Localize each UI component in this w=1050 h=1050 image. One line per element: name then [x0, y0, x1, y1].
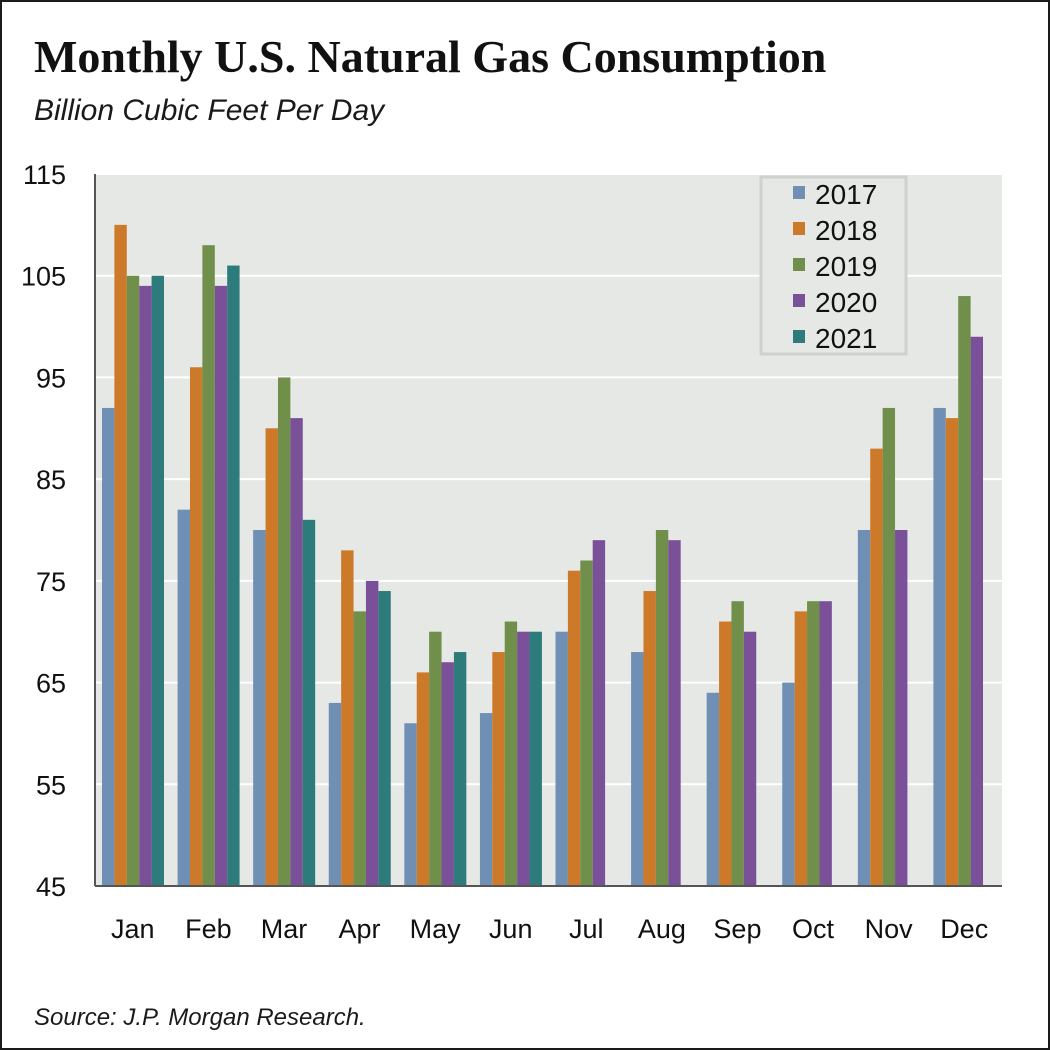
- x-tick-label: Dec: [940, 914, 988, 944]
- bar-2020-jun: [517, 631, 530, 886]
- x-tick-label: Apr: [339, 914, 381, 944]
- y-tick-label: 95: [36, 363, 66, 393]
- bar-2018-mar: [265, 428, 278, 886]
- x-tick-label: Sep: [713, 914, 761, 944]
- bar-2020-apr: [365, 580, 379, 886]
- bar-2020-may: [441, 662, 454, 886]
- y-axis-tick-labels: 45 55 65 75 85 95 105 115: [21, 160, 66, 902]
- gridlines: [95, 173, 1002, 786]
- bar-2018-aug: [643, 591, 656, 886]
- bar-2020-jul: [592, 540, 606, 886]
- legend-label: 2020: [815, 287, 877, 318]
- bar-2021-jan: [151, 275, 164, 886]
- bar-2019-oct: [807, 601, 820, 886]
- x-tick-label: Mar: [261, 914, 308, 944]
- y-tick-label: 115: [23, 160, 66, 190]
- x-tick-label: Jul: [569, 914, 604, 944]
- bar-2021-may: [453, 652, 467, 886]
- bar-2019-feb: [202, 245, 215, 886]
- bar-2021-mar: [302, 519, 316, 886]
- bar-2017-jul: [555, 631, 568, 886]
- bar-2019-nov: [882, 407, 896, 886]
- y-tick-label: 105: [21, 262, 66, 292]
- legend-swatch-2019: [793, 258, 805, 271]
- y-tick-label: 65: [36, 669, 66, 699]
- axes: [94, 174, 1002, 887]
- bar-2020-oct: [819, 601, 832, 886]
- legend-label: 2017: [815, 179, 877, 210]
- bar-2019-mar: [277, 377, 291, 886]
- x-tick-label: Feb: [185, 914, 232, 944]
- legend-swatch-2020: [793, 294, 805, 307]
- x-tick-label: May: [410, 914, 462, 944]
- bar-2018-apr: [341, 550, 354, 886]
- bar-2017-jun: [479, 713, 493, 886]
- x-axis-tick-labels: Jan Feb Mar Apr May Jun Jul Aug Sep Oct Nov Dec: [111, 914, 988, 944]
- bar-2021-apr: [378, 591, 391, 886]
- legend-label: 2019: [815, 251, 877, 282]
- y-tick-label: 55: [36, 770, 66, 800]
- bar-2021-jun: [529, 631, 542, 886]
- x-tick-label: Jan: [111, 914, 155, 944]
- bar-2018-jul: [567, 570, 581, 886]
- bar-2019-dec: [958, 296, 971, 886]
- bar-2019-may: [429, 631, 442, 886]
- bar-2017-aug: [631, 652, 644, 886]
- legend-swatch-2018: [793, 222, 805, 235]
- chart-title: Monthly U.S. Natural Gas Consumption: [34, 31, 827, 82]
- bar-2017-dec: [933, 407, 946, 886]
- bar-2018-oct: [794, 611, 808, 886]
- x-tick-label: Oct: [792, 914, 835, 944]
- bar-2018-dec: [945, 418, 959, 886]
- bar-2017-feb: [177, 509, 190, 886]
- bar-2020-feb: [214, 285, 228, 886]
- bar-series: [102, 224, 984, 886]
- y-tick-label: 45: [36, 872, 66, 902]
- bar-2019-aug: [655, 530, 669, 886]
- bar-2017-may: [404, 723, 417, 886]
- bar-2020-sep: [743, 631, 757, 886]
- bar-2020-jan: [139, 285, 152, 886]
- bar-2018-nov: [870, 448, 883, 886]
- bar-2019-jul: [580, 560, 593, 886]
- chart-subtitle: Billion Cubic Feet Per Day: [34, 94, 385, 127]
- bar-2017-mar: [253, 530, 266, 886]
- bar-2017-oct: [782, 682, 795, 886]
- bar-2017-apr: [328, 702, 342, 886]
- legend-box: [759, 175, 908, 356]
- bar-2018-jun: [492, 652, 505, 886]
- source-note: Source: J.P. Morgan Research.: [34, 1004, 366, 1031]
- bar-2019-apr: [353, 611, 366, 886]
- y-tick-label: 85: [36, 465, 66, 495]
- x-tick-label: Aug: [638, 914, 686, 944]
- legend-swatch-2021: [793, 330, 805, 343]
- bar-2019-sep: [731, 601, 744, 886]
- bar-2019-jun: [504, 621, 518, 886]
- bar-2017-nov: [857, 530, 871, 886]
- bar-2018-feb: [189, 367, 203, 886]
- x-tick-label: Jun: [489, 914, 533, 944]
- legend-swatch-2017: [793, 186, 805, 199]
- x-tick-label: Nov: [865, 914, 914, 944]
- bar-2019-jan: [126, 275, 140, 886]
- legend: 2017 2018 2019 2020 2021: [759, 175, 908, 356]
- y-tick-label: 75: [36, 567, 66, 597]
- bar-2020-mar: [290, 418, 303, 886]
- bar-2017-jan: [102, 407, 115, 886]
- bar-2018-jan: [114, 224, 127, 886]
- legend-label: 2021: [815, 323, 877, 354]
- bar-2020-aug: [668, 540, 681, 886]
- bar-2018-sep: [719, 621, 732, 886]
- bar-2021-feb: [227, 265, 240, 886]
- bar-2018-may: [416, 672, 430, 886]
- bar-2017-sep: [706, 692, 720, 886]
- bar-2020-nov: [895, 530, 908, 886]
- bar-2020-dec: [970, 336, 984, 886]
- legend-label: 2018: [815, 215, 877, 246]
